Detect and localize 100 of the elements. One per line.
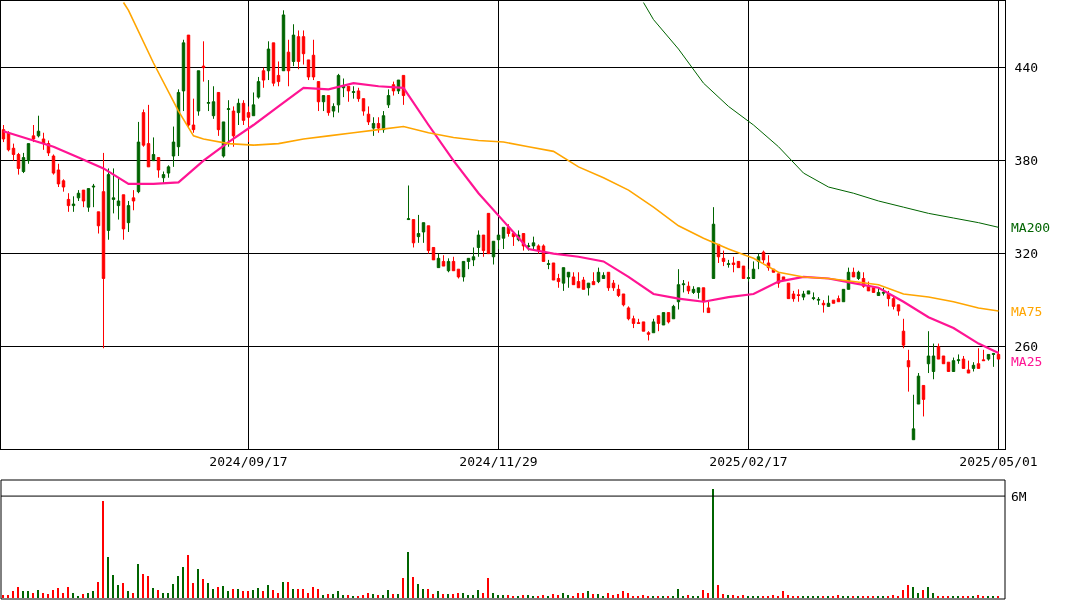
bar xyxy=(507,595,509,598)
bar xyxy=(262,591,264,598)
candlestick xyxy=(131,189,136,211)
bar xyxy=(722,594,724,598)
candlestick xyxy=(261,67,266,89)
bar xyxy=(17,587,19,598)
x-tick-label: 2025/02/17 xyxy=(709,453,788,469)
candlestick xyxy=(731,256,736,273)
candlestick xyxy=(546,259,551,270)
candlestick xyxy=(921,384,926,417)
bar xyxy=(7,595,9,598)
candlestick xyxy=(56,163,61,188)
candlestick xyxy=(126,200,131,233)
bar xyxy=(197,569,199,598)
candlestick xyxy=(751,260,756,279)
candlestick xyxy=(321,95,326,112)
candlestick xyxy=(196,70,201,117)
candlestick xyxy=(821,299,826,314)
y-tick-label: 320 xyxy=(1014,246,1039,262)
bar xyxy=(242,591,244,598)
candlestick xyxy=(511,233,516,247)
candlestick xyxy=(416,214,421,244)
bar xyxy=(277,593,279,598)
candlestick xyxy=(76,189,81,202)
bar xyxy=(247,591,249,598)
candlestick xyxy=(691,285,696,295)
candlestick xyxy=(746,268,751,283)
bar xyxy=(187,555,189,598)
bar xyxy=(597,594,599,598)
bar xyxy=(22,591,24,598)
candlestick xyxy=(331,102,336,118)
candlestick xyxy=(296,29,301,70)
candlestick xyxy=(236,98,241,126)
candlestick xyxy=(81,189,86,208)
bar xyxy=(82,594,84,598)
ref-line-label: 6M xyxy=(1011,489,1027,504)
candlestick xyxy=(201,40,206,83)
bar xyxy=(157,590,159,598)
bar xyxy=(497,595,499,598)
candlestick xyxy=(351,85,356,100)
candlestick xyxy=(121,194,126,241)
line-series xyxy=(2,82,1000,354)
bar xyxy=(52,590,54,598)
bar xyxy=(782,591,784,598)
bar xyxy=(917,593,919,598)
candlestick xyxy=(926,330,931,374)
candlestick xyxy=(816,296,821,306)
candlestick xyxy=(106,167,111,241)
candlestick xyxy=(166,164,171,179)
bar xyxy=(452,594,454,598)
candlestick xyxy=(611,279,616,292)
candlestick xyxy=(226,99,231,148)
bar xyxy=(592,594,594,598)
candlestick xyxy=(496,234,501,250)
bar xyxy=(587,591,589,598)
bar xyxy=(702,590,704,598)
candlestick xyxy=(406,184,411,221)
bar xyxy=(417,584,419,598)
candlestick xyxy=(61,178,66,193)
candlestick xyxy=(101,152,106,349)
candlestick xyxy=(241,99,246,126)
candlestick xyxy=(71,195,76,213)
candlestick xyxy=(286,39,291,87)
bar xyxy=(427,589,429,598)
candlestick xyxy=(181,39,186,112)
series-label: MA75 xyxy=(1011,304,1043,319)
candlestick xyxy=(586,282,591,297)
candlestick xyxy=(726,259,731,269)
bar xyxy=(272,590,274,598)
bar xyxy=(412,577,414,598)
candlestick xyxy=(911,394,916,441)
bar xyxy=(912,587,914,598)
bar xyxy=(457,593,459,598)
bar xyxy=(222,586,224,598)
candlestick xyxy=(461,260,466,283)
bar xyxy=(772,595,774,598)
candlestick xyxy=(971,361,976,372)
bar xyxy=(167,593,169,598)
bar xyxy=(347,595,349,598)
candlestick xyxy=(901,318,906,349)
candlestick xyxy=(471,246,476,267)
bar xyxy=(317,589,319,598)
bar xyxy=(622,591,624,598)
series-label: MA200 xyxy=(1011,220,1051,235)
candlestick xyxy=(571,271,576,286)
bar xyxy=(582,593,584,598)
candlestick xyxy=(631,315,636,329)
bar xyxy=(57,588,59,598)
candlestick xyxy=(466,257,471,270)
bar xyxy=(932,593,934,598)
candlestick xyxy=(961,355,966,369)
bar xyxy=(137,564,139,598)
candlestick xyxy=(981,349,986,362)
candlestick xyxy=(676,268,681,310)
bar xyxy=(382,595,384,598)
candlestick xyxy=(641,321,646,332)
bar xyxy=(132,593,134,598)
bar xyxy=(567,595,569,598)
candlestick xyxy=(341,78,346,98)
candlestick xyxy=(91,183,96,208)
